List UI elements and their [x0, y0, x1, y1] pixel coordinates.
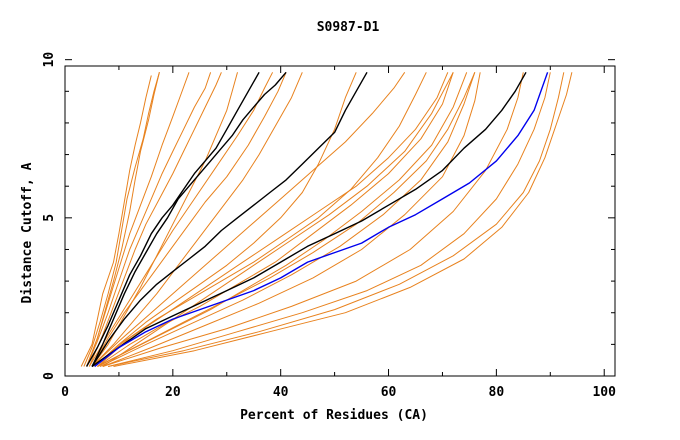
series-line-blue-1: [94, 72, 549, 368]
series-line-black-3: [91, 71, 368, 367]
series-line-orange-21: [97, 72, 449, 367]
series-line-black-1: [85, 71, 260, 367]
series-line-orange-13: [97, 72, 476, 367]
plot-frame: [64, 65, 616, 377]
series-line-orange-14: [99, 72, 476, 367]
x-tick-label: 40: [273, 385, 289, 400]
x-tick-label: 0: [61, 385, 69, 400]
series-line-orange-12: [97, 72, 468, 367]
y-tick-label: 5: [42, 214, 57, 222]
x-tick-label: 80: [489, 385, 505, 400]
series-line-orange-2: [83, 72, 160, 367]
y-tick-label: 0: [42, 372, 57, 380]
series-line-black-4: [91, 71, 527, 368]
series-layer: [80, 71, 573, 368]
series-line-orange-10: [94, 72, 427, 367]
series-line-orange-18: [107, 72, 565, 367]
series-line-orange-17: [107, 72, 551, 367]
y-tick-label: 10: [42, 52, 57, 68]
series-line-orange-20: [102, 72, 454, 367]
series-line-orange-16: [102, 72, 524, 367]
chart-title: S0987-D1: [317, 20, 380, 35]
series-line-orange-4: [86, 72, 212, 367]
series-line-orange-7: [91, 72, 287, 367]
series-line-orange-6: [91, 72, 238, 367]
x-tick-label: 20: [165, 385, 181, 400]
series-line-orange-11: [97, 72, 454, 367]
axes-layer: 0 20 40 60 80 100 0 5 10: [42, 52, 616, 400]
series-line-orange-9: [94, 72, 357, 367]
series-line-black-2: [91, 71, 287, 367]
series-line-orange-15: [102, 72, 481, 367]
series-line-orange-24: [86, 72, 190, 367]
x-axis-label: Percent of Residues (CA): [240, 408, 428, 423]
series-line-orange-8: [91, 72, 303, 367]
series-line-orange-19: [113, 72, 573, 367]
series-line-orange-1: [80, 75, 152, 367]
y-axis-label: Distance Cutoff, A: [20, 162, 35, 303]
series-line-orange-22: [91, 72, 406, 367]
x-tick-label: 100: [592, 385, 616, 400]
x-tick-label: 60: [381, 385, 397, 400]
series-line-orange-5: [88, 72, 222, 367]
